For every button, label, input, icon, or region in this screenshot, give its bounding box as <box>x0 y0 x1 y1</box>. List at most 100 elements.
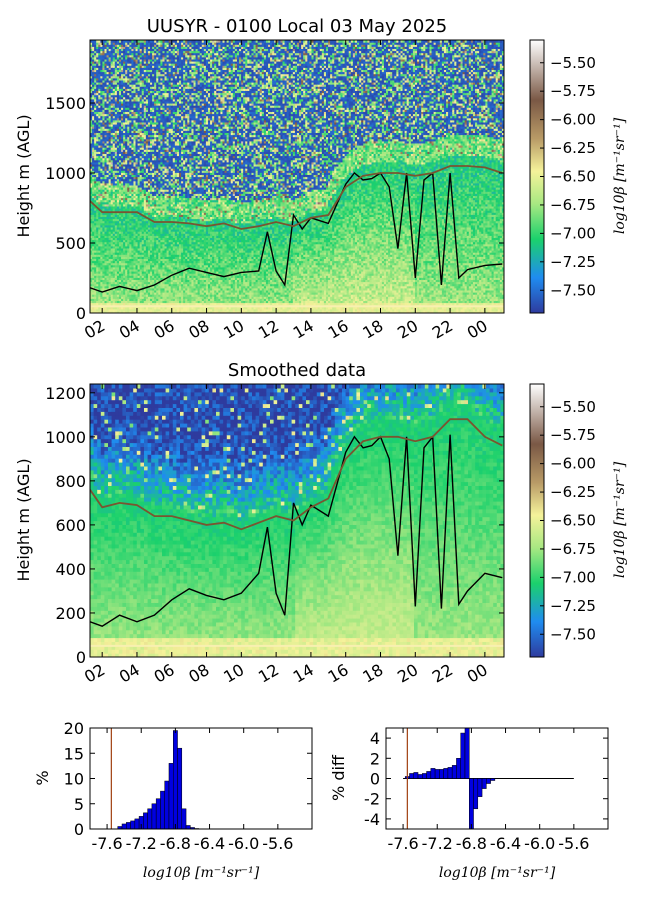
heatmap-cell <box>121 264 124 268</box>
heatmap-cell <box>116 189 120 192</box>
heatmap-cell <box>108 48 112 52</box>
heatmap-cell <box>90 216 93 220</box>
heatmap-cell <box>102 155 106 159</box>
heatmap-cell <box>108 197 112 201</box>
heatmap-cell <box>127 56 130 60</box>
heatmap-cell <box>129 96 132 100</box>
heatmap-cell <box>102 145 106 148</box>
heatmap-cell <box>92 300 95 304</box>
heatmap-cell <box>118 279 122 283</box>
heatmap-cell <box>100 111 104 115</box>
heatmap-cell <box>112 203 116 207</box>
heatmap-cell <box>106 63 110 66</box>
heatmap-cell <box>92 306 95 310</box>
heatmap-cell <box>112 149 116 152</box>
heatmap-cell <box>104 71 108 75</box>
heatmap-cell <box>121 124 124 127</box>
heatmap-cell <box>108 277 112 280</box>
heatmap-cell <box>106 92 110 96</box>
heatmap-cell <box>116 220 120 224</box>
heatmap-cell <box>118 75 122 79</box>
heatmap-cell <box>102 124 106 127</box>
heatmap-cell <box>118 153 122 157</box>
heatmap-cell <box>108 84 112 87</box>
heatmap-cell <box>116 287 120 291</box>
heatmap-cell <box>98 224 101 228</box>
heatmap-cell <box>121 243 124 247</box>
heatmap-cell <box>96 126 99 129</box>
heatmap-cell <box>108 130 112 133</box>
heatmap-cell <box>98 69 101 73</box>
heatmap-cell <box>100 241 104 245</box>
heatmap-cell <box>98 193 101 196</box>
heatmap-cell <box>96 161 99 165</box>
heatmap-cell <box>131 145 135 148</box>
heatmap-cell <box>131 79 135 83</box>
heatmap-cell <box>98 52 101 56</box>
heatmap-cell <box>110 84 114 87</box>
heatmap-cell <box>100 268 104 272</box>
heatmap-cell <box>100 151 104 154</box>
heatmap-cell <box>116 126 120 129</box>
heatmap-cell <box>110 42 114 45</box>
heatmap-cell <box>90 69 93 73</box>
heatmap-cell <box>114 170 118 173</box>
heatmap-cell <box>104 88 108 91</box>
heatmap-cell <box>121 214 124 217</box>
heatmap-cell <box>125 107 128 110</box>
heatmap-cell <box>94 258 97 262</box>
heatmap-cell <box>121 271 124 274</box>
heatmap-cell <box>106 140 110 144</box>
heatmap-cell <box>125 310 128 313</box>
heatmap-cell <box>108 180 112 184</box>
heatmap-cell <box>100 220 104 224</box>
heatmap-cell <box>123 75 126 79</box>
heatmap-cell <box>121 262 124 266</box>
heatmap-cell <box>131 67 135 70</box>
heatmap-cell <box>112 145 116 148</box>
heatmap-cell <box>123 40 126 43</box>
heatmap-cell <box>127 61 130 64</box>
heatmap-cell <box>131 178 135 182</box>
heatmap-cell <box>116 79 120 83</box>
heatmap-cell <box>102 54 106 58</box>
heatmap-cell <box>110 277 114 280</box>
heatmap-cell <box>98 54 101 58</box>
heatmap-cell <box>121 235 124 238</box>
heatmap-cell <box>133 294 137 297</box>
heatmap-cell <box>116 77 120 81</box>
heatmap-cell <box>112 266 116 270</box>
heatmap-cell <box>96 195 99 199</box>
heatmap-cell <box>133 273 137 276</box>
heatmap-cell <box>90 73 93 77</box>
heatmap-cell <box>127 306 130 310</box>
heatmap-cell <box>90 134 93 138</box>
heatmap-cell <box>133 258 137 262</box>
heatmap-cell <box>121 84 124 87</box>
heatmap-cell <box>116 124 120 127</box>
heatmap-cell <box>90 48 93 52</box>
heatmap-cell <box>123 218 126 222</box>
heatmap-cell <box>100 231 104 234</box>
heatmap-cell <box>108 73 112 77</box>
heatmap-cell <box>116 191 120 194</box>
heatmap-cell <box>90 155 93 159</box>
heatmap-cell <box>98 40 101 43</box>
heatmap-cell <box>118 136 122 140</box>
heatmap-cell <box>131 138 135 142</box>
heatmap-cell <box>108 199 112 203</box>
heatmap-cell <box>90 79 93 83</box>
heatmap-cell <box>121 229 124 232</box>
heatmap-cell <box>100 277 104 280</box>
heatmap-cell <box>98 296 101 299</box>
heatmap-cell <box>116 306 120 310</box>
heatmap-cell <box>112 298 116 301</box>
heatmap-cell <box>112 48 116 52</box>
heatmap-cell <box>114 226 118 230</box>
heatmap-cell <box>125 224 128 228</box>
heatmap-cell <box>125 163 128 167</box>
heatmap-cell <box>129 193 132 196</box>
heatmap-cell <box>90 145 93 148</box>
heatmap-cell <box>127 298 130 301</box>
